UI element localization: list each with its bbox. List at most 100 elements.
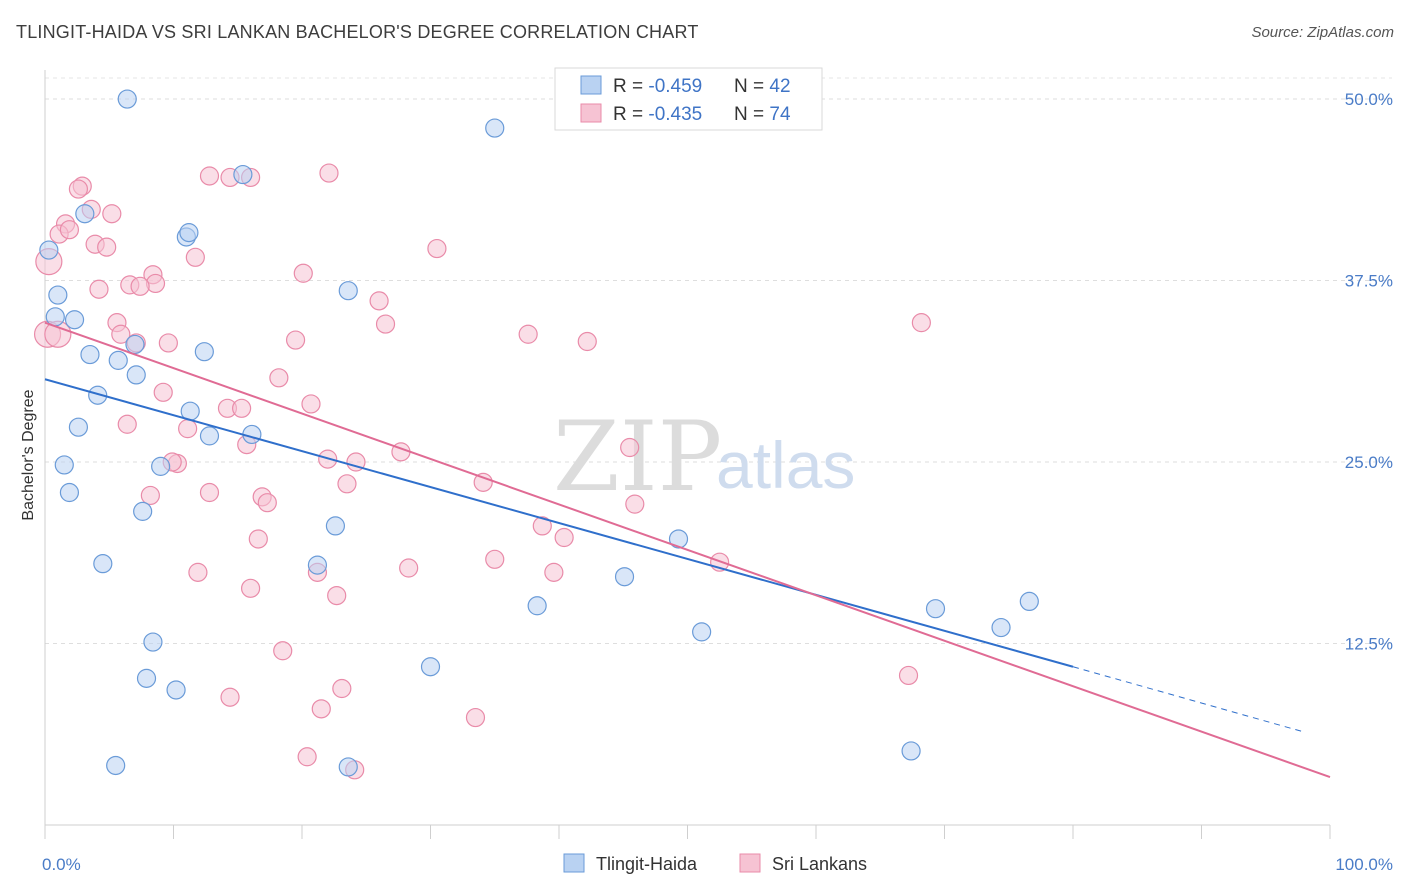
tlingit-haida-point-30	[527, 596, 547, 616]
sri-lankans-point-62	[241, 578, 261, 598]
legend-swatch-pink	[580, 103, 602, 123]
svg-text:N = 42: N = 42	[734, 76, 791, 97]
tlingit-haida-point-37	[136, 668, 157, 688]
sri-lankans-point-22	[369, 291, 389, 311]
legend-r-label-2: R =	[613, 104, 648, 125]
svg-text:R = -0.435: R = -0.435	[613, 104, 702, 125]
sri-lankans-point-28	[577, 331, 597, 352]
tlingit-haida-point-40	[106, 755, 126, 776]
sri-lankans-point-38	[178, 419, 198, 439]
sri-lankans-point-56	[485, 549, 505, 569]
sri-lankans-point-34	[301, 394, 321, 414]
legend-r-value-1: -0.459	[648, 76, 702, 97]
tlingit-haida-trend-line	[44, 378, 1074, 668]
sri-lankans-point-16	[293, 263, 313, 283]
legend-box: R = -0.459 N = 42 R = -0.435 N = 74	[554, 67, 823, 131]
sri-lankans-point-0	[319, 163, 339, 183]
tlingit-haida-point-3	[75, 204, 95, 224]
sri-lankans-point-69	[311, 699, 331, 719]
legend-n-label-2: N =	[734, 104, 769, 125]
sri-lankans-point-64	[273, 641, 293, 661]
sri-lankans-point-40	[620, 437, 640, 458]
tlingit-haida-point-35	[143, 632, 163, 652]
tlingit-haida-point-31	[1019, 591, 1039, 612]
sri-lankans-point-67	[332, 678, 352, 699]
tlingit-haida-point-21	[54, 455, 74, 475]
sri-lankans-point-66	[898, 665, 919, 686]
sri-lankans-point-70	[465, 707, 486, 728]
sri-lankans-point-37	[117, 414, 137, 434]
tlingit-haida-point-1	[485, 118, 505, 138]
sri-lankans-point-68	[220, 687, 240, 707]
sri-lankans-trend-line	[44, 321, 1331, 779]
sri-lankans-point-10	[59, 220, 80, 240]
y-axis-title: Bachelor's Degree	[20, 389, 37, 520]
tlingit-haida-point-16	[88, 385, 108, 405]
sri-lankans-point-48	[199, 482, 220, 503]
y-tick-label-2: 37.5%	[1345, 272, 1393, 291]
sri-lankans-point-30	[158, 333, 178, 353]
tlingit-haida-point-10	[64, 310, 85, 330]
sri-lankans-point-54	[554, 527, 574, 548]
tlingit-haida-point-24	[133, 501, 153, 521]
tlingit-haida-point-36	[420, 657, 441, 677]
legend-n-value-2: 74	[769, 104, 791, 125]
sri-lankans-point-46	[473, 472, 493, 492]
sri-lankans-point-36	[232, 398, 252, 418]
tlingit-haida-point-29	[614, 567, 635, 587]
y-tick-label-1: 25.0%	[1345, 453, 1393, 472]
watermark-atlas: atlas	[716, 428, 855, 502]
sri-lankans-point-58	[399, 558, 419, 578]
tlingit-haida-point-32	[925, 599, 946, 619]
legend-r-value-2: -0.435	[648, 104, 702, 125]
tlingit-haida-point-2	[233, 164, 253, 185]
tlingit-haida-point-26	[668, 529, 689, 549]
tlingit-haida-point-7	[338, 281, 358, 301]
sri-lankans-point-55	[248, 529, 268, 549]
sri-lankans-point-71	[297, 747, 317, 767]
x-tick-label-max: 100.0%	[1335, 855, 1393, 874]
sri-lankans-point-53	[532, 516, 552, 536]
source-label: Source: ZipAtlas.com	[1251, 24, 1394, 41]
sri-lankans-point-32	[269, 368, 289, 388]
bottom-legend-label-pink: Sri Lankans	[772, 854, 867, 874]
tlingit-haida-point-11	[125, 334, 145, 355]
sri-lankans-point-12	[97, 237, 117, 257]
sri-lankans-point-27	[518, 324, 538, 344]
tlingit-haida-point-0	[117, 89, 137, 109]
tlingit-haida-point-22	[151, 456, 171, 476]
sri-lankans-point-33	[153, 382, 173, 402]
sri-lankans-point-65	[911, 313, 931, 333]
sri-lankans-point-63	[327, 585, 347, 606]
tlingit-haida-point-33	[991, 617, 1011, 638]
sri-lankans-point-29	[285, 330, 306, 350]
sri-lankans-point-14	[185, 247, 205, 267]
sri-lankans-point-1	[199, 166, 220, 186]
tlingit-haida-point-5	[179, 223, 199, 243]
sri-lankans-point-5	[68, 179, 89, 199]
svg-text:R = -0.459: R = -0.459	[613, 76, 702, 97]
y-tick-label-3: 50.0%	[1345, 90, 1393, 109]
tlingit-haida-point-34	[692, 622, 712, 642]
tlingit-haida-point-38	[166, 680, 186, 700]
tlingit-haida-point-41	[338, 757, 358, 777]
tlingit-haida-point-12	[80, 344, 100, 365]
tlingit-haida-points	[39, 89, 1039, 777]
sri-lankans-point-21	[89, 279, 109, 299]
tlingit-haida-point-6	[39, 240, 59, 260]
sri-lankans-point-60	[188, 562, 208, 582]
sri-lankans-point-59	[544, 562, 564, 582]
tlingit-haida-point-23	[59, 482, 80, 503]
tlingit-haida-point-8	[48, 285, 68, 305]
y-tick-label-0: 12.5%	[1345, 635, 1393, 654]
watermark: ZIP atlas	[553, 401, 855, 513]
tlingit-haida-point-15	[126, 365, 146, 385]
bottom-legend-label-blue: Tlingit-Haida	[596, 854, 698, 874]
axes	[44, 70, 1331, 839]
sri-lankans-point-49	[140, 485, 160, 506]
tlingit-haida-point-28	[307, 555, 328, 575]
x-tick-label-min: 0.0%	[42, 855, 81, 874]
sri-lankans-point-13	[427, 238, 447, 259]
sri-lankans-point-23	[375, 314, 396, 334]
